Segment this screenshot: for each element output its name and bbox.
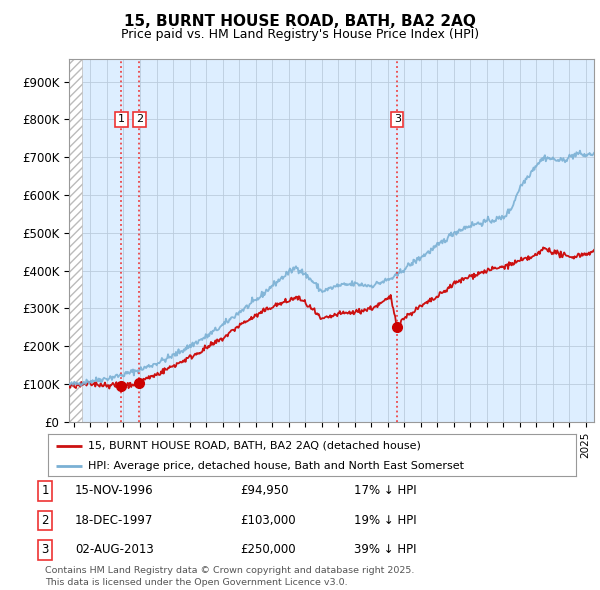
Text: 19% ↓ HPI: 19% ↓ HPI [354,514,416,527]
Text: HPI: Average price, detached house, Bath and North East Somerset: HPI: Average price, detached house, Bath… [88,461,464,470]
Text: 17% ↓ HPI: 17% ↓ HPI [354,484,416,497]
Text: 1: 1 [41,484,49,497]
Text: 1: 1 [118,114,125,124]
Text: 15-NOV-1996: 15-NOV-1996 [75,484,154,497]
Text: Contains HM Land Registry data © Crown copyright and database right 2025.
This d: Contains HM Land Registry data © Crown c… [45,566,415,587]
Text: 02-AUG-2013: 02-AUG-2013 [75,543,154,556]
Text: £94,950: £94,950 [240,484,289,497]
Text: 3: 3 [41,543,49,556]
Text: 15, BURNT HOUSE ROAD, BATH, BA2 2AQ (detached house): 15, BURNT HOUSE ROAD, BATH, BA2 2AQ (det… [88,441,421,451]
Text: 3: 3 [394,114,401,124]
Text: 2: 2 [41,514,49,527]
Text: £250,000: £250,000 [240,543,296,556]
Text: 18-DEC-1997: 18-DEC-1997 [75,514,154,527]
Bar [69,59,82,422]
Text: Price paid vs. HM Land Registry's House Price Index (HPI): Price paid vs. HM Land Registry's House … [121,28,479,41]
Text: 15, BURNT HOUSE ROAD, BATH, BA2 2AQ: 15, BURNT HOUSE ROAD, BATH, BA2 2AQ [124,14,476,30]
Text: £103,000: £103,000 [240,514,296,527]
Text: 39% ↓ HPI: 39% ↓ HPI [354,543,416,556]
Text: 2: 2 [136,114,143,124]
